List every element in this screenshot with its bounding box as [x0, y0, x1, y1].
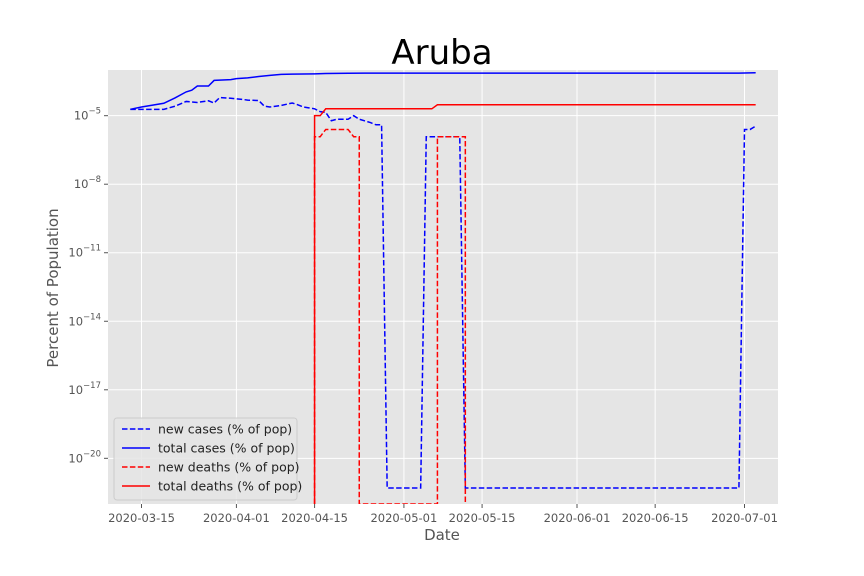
y-tick-label: 10−8 — [74, 175, 101, 191]
chart-title: Aruba — [391, 33, 492, 73]
x-tick-label: 2020-04-15 — [281, 511, 348, 525]
legend: new cases (% of pop) total cases (% of po… — [113, 417, 302, 501]
y-tick-base: 10 — [68, 451, 83, 465]
y-tick-exponent: −8 — [88, 175, 101, 185]
y-tick-base: 10 — [68, 314, 83, 328]
series-line-4 — [313, 104, 756, 504]
y-tick-base: 10 — [68, 246, 83, 260]
series-layer — [130, 71, 757, 504]
x-tick-label: 2020-04-01 — [203, 511, 270, 525]
grid — [108, 70, 778, 504]
y-tick-exponent: −17 — [83, 381, 101, 391]
y-tick-exponent: −5 — [88, 107, 101, 117]
y-tick-exponent: −20 — [83, 449, 101, 459]
legend-box — [113, 417, 298, 501]
series-line-1 — [130, 96, 757, 489]
x-tick-label: 2020-06-15 — [622, 511, 689, 525]
ticks: 2020-03-15 2020-04-01 2020-04-15 2020-05-01… — [68, 107, 778, 525]
legend-label: new deaths (% of pop) — [158, 460, 300, 475]
series-line-3 — [313, 128, 467, 504]
y-tick-base: 10 — [68, 383, 83, 397]
legend-label: total cases (% of pop) — [158, 441, 295, 456]
x-axis-label: Date — [424, 526, 460, 544]
y-tick-exponent: −11 — [83, 244, 101, 254]
y-tick-label: 10−14 — [68, 312, 101, 328]
series-line-2 — [130, 71, 756, 111]
y-tick-label: 10−20 — [68, 449, 101, 465]
y-tick-base: 10 — [74, 177, 89, 191]
y-tick-base: 10 — [74, 109, 89, 123]
y-tick-label: 10−11 — [68, 244, 101, 260]
legend-label: total deaths (% of pop) — [158, 479, 302, 494]
y-tick-label: 10−5 — [74, 107, 101, 123]
x-tick-label: 2020-05-15 — [449, 511, 516, 525]
y-tick-exponent: −14 — [83, 312, 101, 322]
x-tick-label: 2020-03-15 — [108, 511, 175, 525]
x-tick-label: 2020-06-01 — [544, 511, 611, 525]
y-axis-label: Percent of Population — [44, 208, 62, 367]
y-tick-label: 10−17 — [68, 381, 101, 397]
legend-label: new cases (% of pop) — [158, 422, 292, 437]
x-tick-label: 2020-05-01 — [370, 511, 437, 525]
x-tick-label: 2020-07-01 — [711, 511, 778, 525]
